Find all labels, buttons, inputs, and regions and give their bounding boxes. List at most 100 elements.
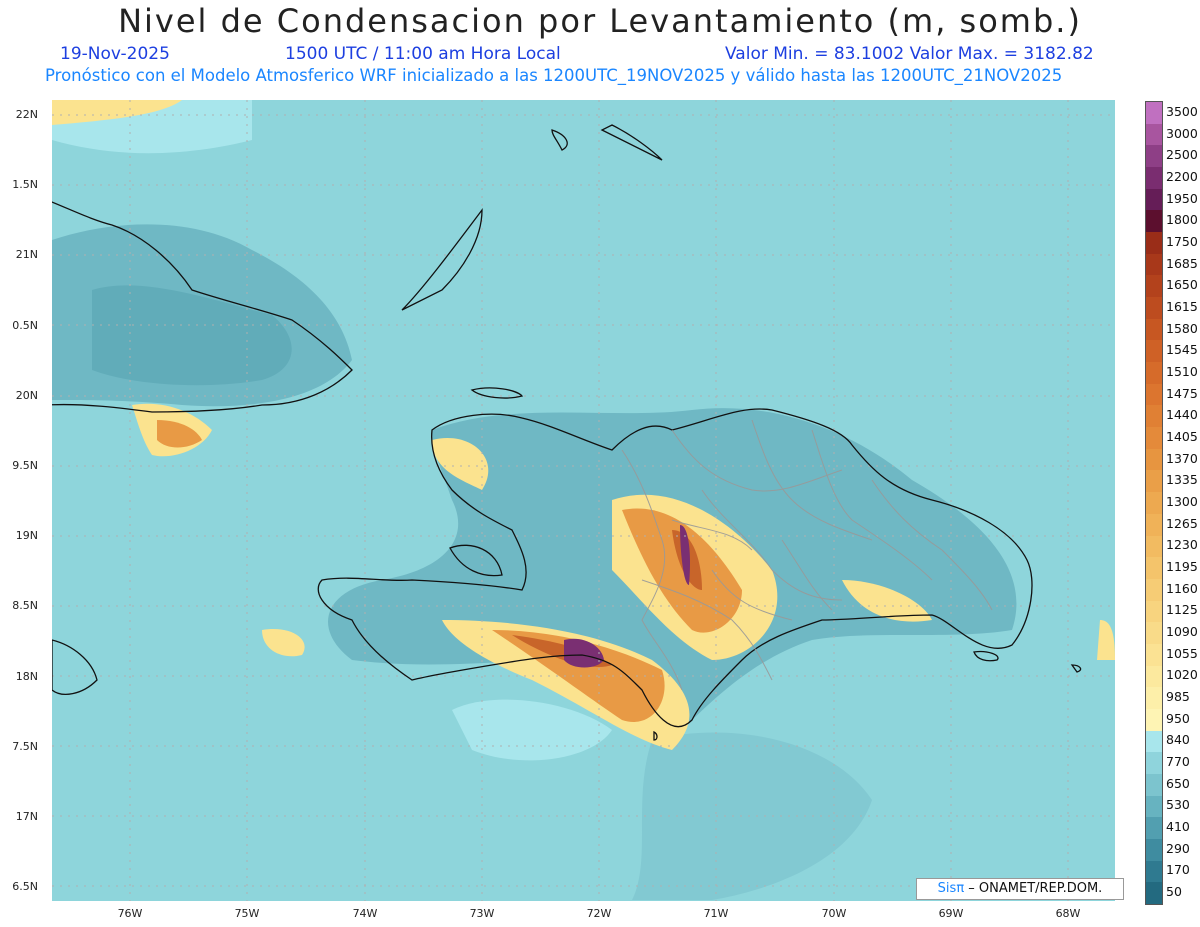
saona-island — [973, 650, 999, 662]
colorbar-segment — [1146, 492, 1162, 515]
lon-label: 69W — [938, 907, 964, 920]
lat-label: 8.5N — [12, 599, 38, 612]
colorbar-label: 170 — [1166, 862, 1190, 878]
province-borders — [621, 419, 993, 691]
nw-yellow — [52, 100, 182, 125]
colorbar-label: 1370 — [1166, 450, 1198, 466]
colorbar-label: 650 — [1166, 775, 1190, 791]
colorbar-label: 2500 — [1166, 147, 1198, 163]
colorbar-label: 1580 — [1166, 320, 1198, 336]
colorbar-label: 1335 — [1166, 472, 1198, 488]
colorbar-segment — [1146, 297, 1162, 320]
colorbar-label: 1650 — [1166, 277, 1198, 293]
credit-text: – ONAMET/REP.DOM. — [968, 881, 1103, 896]
colorbar-segment — [1146, 232, 1162, 255]
credit-pi: π — [956, 881, 965, 896]
colorbar-segment — [1146, 817, 1162, 840]
colorbar-segment — [1146, 752, 1162, 775]
colorbar-label: 290 — [1166, 840, 1190, 856]
colorbar-label: 840 — [1166, 732, 1190, 748]
forecast-date: 19-Nov-2025 — [60, 44, 170, 64]
coastlines — [52, 124, 1082, 741]
colorbar-segment — [1146, 167, 1162, 190]
colorbar-segment — [1146, 123, 1162, 146]
colorbar-segment — [1146, 600, 1162, 623]
jamaica-coast — [52, 639, 98, 695]
lat-label: 1.5N — [12, 178, 38, 191]
colorbar-segment — [1146, 470, 1162, 493]
colorbar-segment — [1146, 188, 1162, 211]
colorbar-segment — [1146, 513, 1162, 536]
colorbar-segment — [1146, 643, 1162, 667]
colorbar-label: 1160 — [1166, 580, 1198, 596]
colorbar-segment — [1146, 557, 1162, 580]
colorbar-segment — [1146, 253, 1162, 276]
colorbar-segment — [1146, 882, 1162, 905]
central-orange — [622, 508, 742, 633]
colorbar-label: 410 — [1166, 819, 1190, 835]
colorbar-label: 1545 — [1166, 342, 1198, 358]
map-svg — [52, 100, 1115, 901]
colorbar-label: 1405 — [1166, 428, 1198, 444]
colorbar-segment — [1146, 362, 1162, 385]
colorbar-label: 50 — [1166, 884, 1182, 900]
south-light-patch — [452, 699, 612, 761]
lon-label: 71W — [703, 907, 729, 920]
cuba-land-field-dark — [92, 285, 292, 386]
lat-label: 22N — [15, 108, 38, 121]
lat-label: 21N — [15, 248, 38, 261]
colorbar-label: 1475 — [1166, 385, 1198, 401]
colorbar-label: 3500 — [1166, 103, 1198, 119]
colorbar-label: 1750 — [1166, 233, 1198, 249]
colorbar-segment — [1146, 383, 1162, 406]
colorbar-label: 1615 — [1166, 298, 1198, 314]
colorbar-segment — [1146, 448, 1162, 471]
colorbar-label: 1230 — [1166, 537, 1198, 553]
lat-label: 17N — [15, 810, 38, 823]
colorbar-segment — [1146, 578, 1162, 602]
colorbar-label: 1800 — [1166, 212, 1198, 228]
haiti-north-yellow — [432, 438, 489, 490]
map-panel — [52, 100, 1115, 901]
lon-label: 75W — [234, 907, 260, 920]
tortuga-island — [470, 387, 524, 399]
colorbar-label: 3000 — [1166, 125, 1198, 141]
south-orange — [492, 630, 665, 722]
jamaica-yellow — [262, 629, 305, 657]
colorbar-label: 1265 — [1166, 515, 1198, 531]
colorbar-segment — [1146, 730, 1162, 753]
lon-label: 72W — [586, 907, 612, 920]
bahamas-3 — [551, 129, 568, 151]
central-purple — [680, 525, 690, 585]
cuba-coast — [52, 201, 353, 413]
lon-label: 74W — [352, 907, 378, 920]
colorbar-segment — [1146, 275, 1162, 298]
lat-label: 18N — [15, 670, 38, 683]
colorbar-label: 1090 — [1166, 624, 1198, 640]
colorbar-segment — [1146, 665, 1162, 688]
colorbar-segment — [1146, 340, 1162, 363]
colorbar-segment — [1146, 318, 1162, 341]
lon-label: 73W — [469, 907, 495, 920]
colorbar-segment — [1146, 687, 1162, 710]
lon-label: 70W — [821, 907, 847, 920]
lon-label: 68W — [1055, 907, 1081, 920]
cuba-orange — [157, 420, 202, 448]
lat-label: 19N — [15, 529, 38, 542]
colorbar-segment — [1146, 210, 1162, 233]
bahamas-2 — [600, 124, 663, 161]
colorbar-label: 1440 — [1166, 407, 1198, 423]
southern-dark-swirl — [632, 732, 872, 900]
east-edge-yellow — [1097, 620, 1115, 660]
min-max-values: Valor Min. = 83.1002 Valor Max. = 3182.8… — [725, 44, 1094, 64]
beata-island — [653, 730, 658, 741]
credit-box: Sisπ – ONAMET/REP.DOM. — [916, 878, 1124, 900]
colorbar-label: 1510 — [1166, 363, 1198, 379]
lat-label: 9.5N — [12, 459, 38, 472]
east-yellow — [842, 580, 932, 622]
colorbar-label: 1300 — [1166, 494, 1198, 509]
colorbar-label: 770 — [1166, 754, 1190, 770]
colorbar-segment — [1146, 773, 1162, 797]
lat-label: 7.5N — [12, 740, 38, 753]
colorbar — [1145, 101, 1163, 905]
